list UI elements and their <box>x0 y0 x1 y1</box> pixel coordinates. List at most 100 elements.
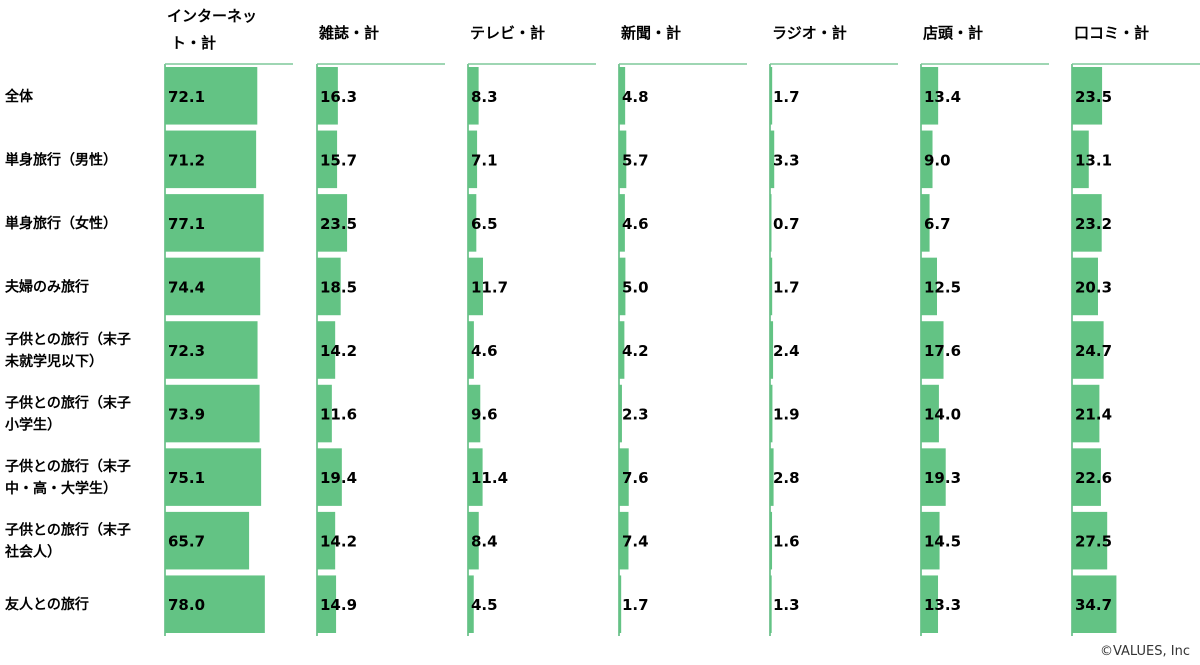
bar-r5-c1 <box>317 384 332 443</box>
bar-r2-c1 <box>317 194 348 252</box>
bar-r2-c6 <box>1072 194 1102 252</box>
bar-r1-c5 <box>921 130 933 189</box>
column-header-0: インターネット・計 <box>167 7 257 52</box>
value-label-r7-c4: 1.6 <box>773 533 800 551</box>
bar-r8-c2 <box>468 575 474 633</box>
value-label-r7-c6: 27.5 <box>1075 533 1112 551</box>
bar-r3-c6 <box>1072 257 1098 316</box>
value-label-r7-c2: 8.4 <box>471 533 498 551</box>
value-label-r4-c0: 72.3 <box>168 342 205 360</box>
value-label-r3-c0: 74.4 <box>168 278 205 296</box>
value-label-r8-c1: 14.9 <box>320 596 357 614</box>
bar-r1-c0 <box>165 130 257 189</box>
value-label-r6-c5: 19.3 <box>924 469 961 487</box>
bar-r1-c2 <box>468 130 478 189</box>
bar-r0-c1 <box>317 67 338 125</box>
row-label-0: 全体 <box>4 88 34 105</box>
value-label-r2-c1: 23.5 <box>320 215 357 233</box>
value-label-r2-c6: 23.2 <box>1075 215 1112 233</box>
value-label-r6-c4: 2.8 <box>773 469 800 487</box>
bar-r4-c3 <box>619 321 625 379</box>
bar-r5-c5 <box>921 384 939 443</box>
column-header-4: ラジオ・計 <box>772 24 847 42</box>
bar-r0-c2 <box>468 67 479 125</box>
bar-r4-c0 <box>165 321 258 379</box>
bar-r3-c5 <box>921 257 937 316</box>
value-label-r8-c3: 1.7 <box>622 596 649 614</box>
value-label-r6-c6: 22.6 <box>1075 469 1112 487</box>
credit-text: ©VALUES, Inc <box>1100 644 1190 659</box>
value-label-r7-c5: 14.5 <box>924 533 961 551</box>
value-label-r6-c2: 11.4 <box>471 469 508 487</box>
bar-r4-c2 <box>468 321 474 379</box>
value-label-r8-c2: 4.5 <box>471 596 498 614</box>
bar-r4-c6 <box>1072 321 1104 379</box>
bar-r0-c4 <box>770 67 773 125</box>
column-header-3: 新聞・計 <box>621 24 681 42</box>
value-label-r2-c0: 77.1 <box>168 215 205 233</box>
value-label-r3-c2: 11.7 <box>471 278 508 296</box>
bar-r6-c6 <box>1072 448 1101 506</box>
bar-r5-c3 <box>619 384 622 443</box>
value-label-r7-c3: 7.4 <box>622 533 649 551</box>
bar-r6-c0 <box>165 448 262 506</box>
row-label-4: 子供との旅行（末子未就学児以下） <box>5 331 131 370</box>
value-label-r8-c6: 34.7 <box>1075 596 1112 614</box>
value-label-r2-c2: 6.5 <box>471 215 498 233</box>
bar-r6-c2 <box>468 448 483 506</box>
value-label-r4-c5: 17.6 <box>924 342 961 360</box>
bar-r1-c6 <box>1072 130 1089 189</box>
value-label-r6-c3: 7.6 <box>622 469 649 487</box>
row-label-5: 子供との旅行（末子小学生） <box>5 395 131 434</box>
row-label-2: 単身旅行（女性） <box>5 215 117 232</box>
bar-r2-c5 <box>921 194 930 252</box>
value-label-r4-c3: 4.2 <box>622 342 649 360</box>
bar-r7-c3 <box>619 511 629 570</box>
bar-r3-c0 <box>165 257 261 316</box>
bar-r8-c5 <box>921 575 939 633</box>
bar-r7-c6 <box>1072 511 1108 570</box>
bar-r7-c1 <box>317 511 336 570</box>
value-label-r6-c0: 75.1 <box>168 469 205 487</box>
value-label-r5-c1: 11.6 <box>320 406 357 424</box>
bar-r3-c1 <box>317 257 341 316</box>
bar-r0-c0 <box>165 67 258 125</box>
value-label-r5-c6: 21.4 <box>1075 406 1112 424</box>
bar-r7-c2 <box>468 511 479 570</box>
value-label-r8-c5: 13.3 <box>924 596 961 614</box>
value-label-r4-c2: 4.6 <box>471 342 498 360</box>
row-label-7: 子供との旅行（末子社会人） <box>4 522 131 561</box>
bar-r2-c3 <box>619 194 625 252</box>
bar-r5-c6 <box>1072 384 1100 443</box>
bar-r6-c1 <box>317 448 342 506</box>
bar-r7-c0 <box>165 511 250 570</box>
bar-r1-c1 <box>317 130 338 189</box>
value-label-r6-c1: 19.4 <box>320 469 357 487</box>
bar-r5-c0 <box>165 384 260 443</box>
value-label-r1-c2: 7.1 <box>471 151 498 169</box>
value-label-r0-c5: 13.4 <box>924 88 961 106</box>
bar-r1-c3 <box>619 130 627 189</box>
value-label-r1-c0: 71.2 <box>168 151 205 169</box>
bar-r8-c1 <box>317 575 337 633</box>
bar-r5-c2 <box>468 384 481 443</box>
bar-r4-c4 <box>770 321 774 379</box>
value-label-r4-c4: 2.4 <box>773 342 800 360</box>
value-label-r5-c2: 9.6 <box>471 406 498 424</box>
column-header-5: 店頭・計 <box>923 24 983 42</box>
bar-r5-c4 <box>770 384 773 443</box>
column-header-6: 口コミ・計 <box>1074 24 1149 42</box>
bar-r3-c2 <box>468 257 483 316</box>
bar-r2-c2 <box>468 194 477 252</box>
bar-r7-c4 <box>770 511 773 570</box>
value-label-r0-c0: 72.1 <box>168 88 205 106</box>
value-label-r8-c0: 78.0 <box>168 596 205 614</box>
column-header-2: テレビ・計 <box>470 24 545 42</box>
bar-r0-c3 <box>619 67 626 125</box>
value-label-r4-c1: 14.2 <box>320 342 357 360</box>
bar-r6-c4 <box>770 448 774 506</box>
value-label-r1-c1: 15.7 <box>320 151 357 169</box>
value-label-r3-c4: 1.7 <box>773 278 800 296</box>
